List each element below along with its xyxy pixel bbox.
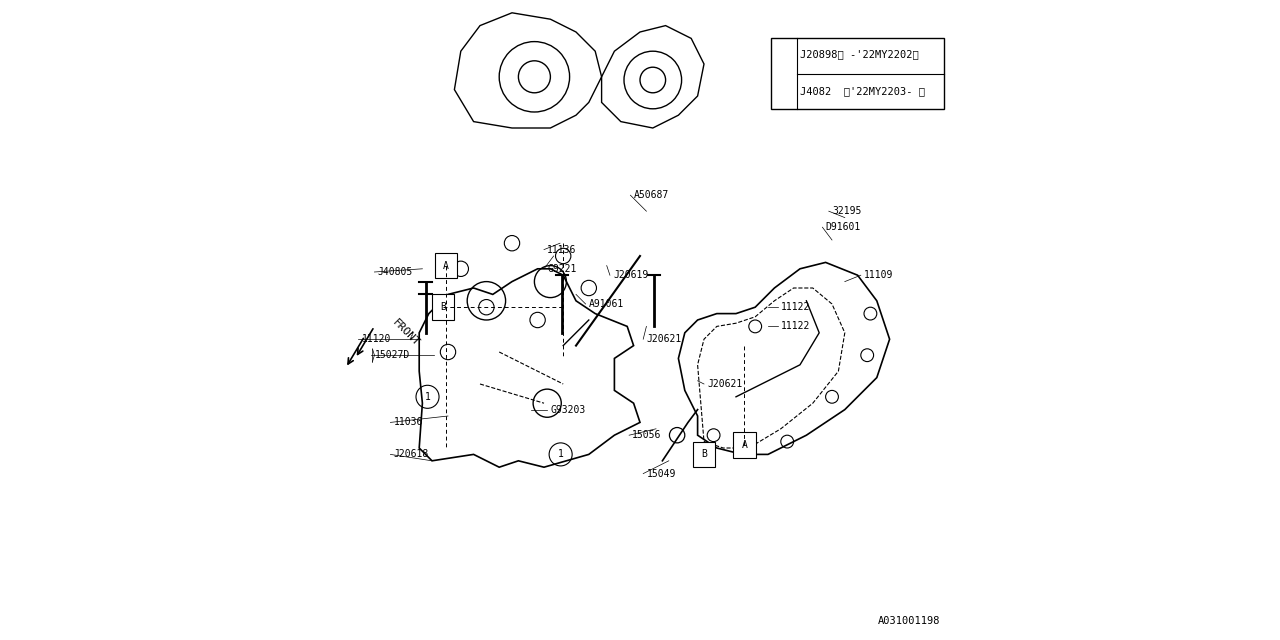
Text: D91601: D91601 [826, 222, 861, 232]
Text: 1: 1 [558, 449, 563, 460]
Text: J40805: J40805 [378, 267, 413, 277]
Text: A50687: A50687 [634, 190, 669, 200]
FancyBboxPatch shape [771, 38, 945, 109]
Text: 15049: 15049 [646, 468, 676, 479]
Text: FRONT: FRONT [390, 317, 421, 348]
FancyBboxPatch shape [733, 432, 755, 458]
FancyBboxPatch shape [435, 253, 457, 278]
Text: 11036: 11036 [394, 417, 422, 428]
Text: J20621: J20621 [708, 379, 742, 389]
Text: G9221: G9221 [548, 264, 576, 274]
Text: 11136: 11136 [548, 244, 576, 255]
Text: A91061: A91061 [589, 299, 625, 309]
Text: 1: 1 [781, 67, 787, 77]
Text: A031001198: A031001198 [878, 616, 941, 626]
Text: 11109: 11109 [864, 270, 893, 280]
Text: J20619: J20619 [613, 270, 649, 280]
Text: 15027D: 15027D [374, 350, 410, 360]
Text: 11120: 11120 [362, 334, 390, 344]
Text: 15056: 15056 [632, 430, 662, 440]
Text: A: A [741, 440, 748, 450]
Text: 1: 1 [425, 392, 430, 402]
Text: 11122: 11122 [781, 321, 810, 332]
Text: J20898〈 -'22MY2202〉: J20898〈 -'22MY2202〉 [800, 49, 919, 60]
Text: A: A [443, 260, 449, 271]
Text: B: B [440, 302, 445, 312]
Text: 32195: 32195 [832, 206, 861, 216]
Text: G93203: G93203 [550, 404, 586, 415]
FancyBboxPatch shape [692, 442, 716, 467]
Text: 11122: 11122 [781, 302, 810, 312]
FancyBboxPatch shape [431, 294, 454, 320]
Text: B: B [701, 449, 707, 460]
Text: J4082  〈'22MY2203- 〉: J4082 〈'22MY2203- 〉 [800, 86, 925, 96]
Text: J20618: J20618 [394, 449, 429, 460]
Text: J20621: J20621 [646, 334, 682, 344]
